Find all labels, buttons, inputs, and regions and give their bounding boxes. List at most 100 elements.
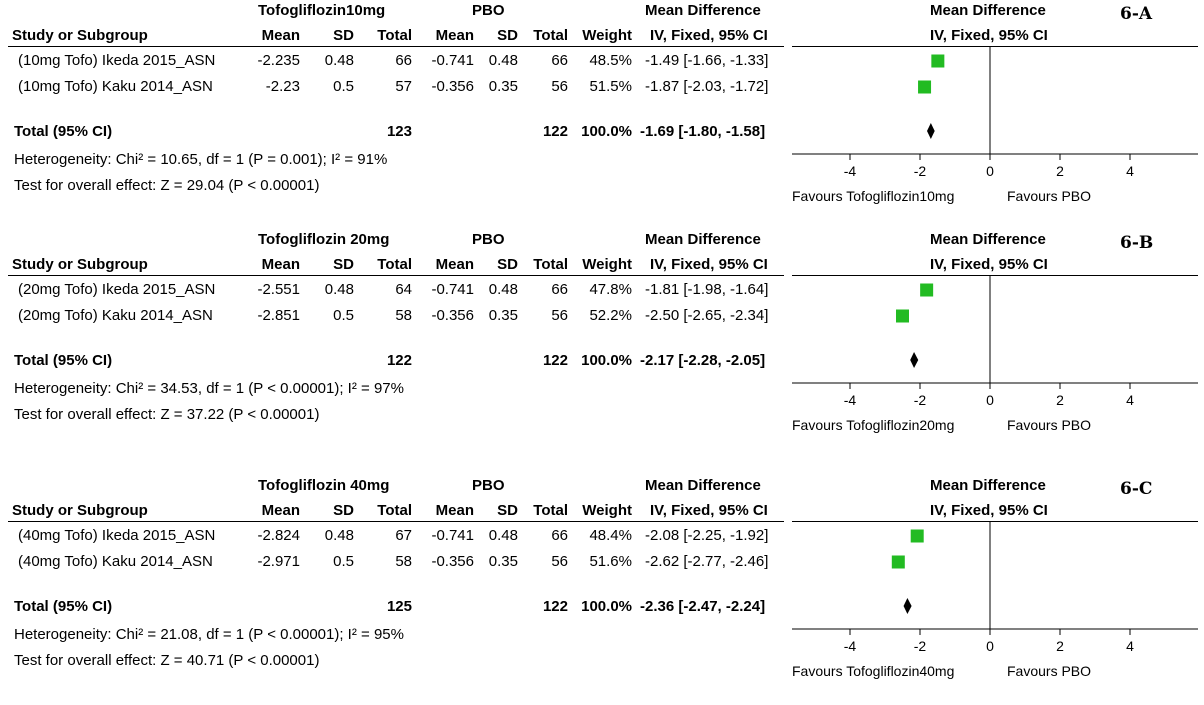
x-tick-label: 4	[1126, 392, 1134, 408]
study-sd1: 0.48	[324, 52, 354, 69]
study-total1: 64	[395, 281, 412, 298]
forest-panel: Tofogliflozin 20mg PBO Mean Difference M…	[0, 229, 1204, 459]
study-marker	[920, 283, 934, 297]
study-weight: 48.4%	[589, 527, 632, 544]
study-ci: -1.81 [-1.98, -1.64]	[645, 281, 769, 298]
overall-effect-text: Test for overall effect: Z = 29.04 (P < …	[14, 177, 320, 194]
forest-panel: Tofogliflozin10mg PBO Mean Difference Me…	[0, 0, 1204, 230]
x-tick-label: 0	[986, 392, 994, 408]
total-ci: -1.69 [-1.80, -1.58]	[640, 123, 766, 140]
study-mean2: -0.741	[431, 281, 474, 298]
forest-plot: -4 -2 0 2 4 Favours Tofogliflozin10mg Favours …	[792, 46, 1198, 204]
forest-plot: -4 -2 0 2 4 Favours Tofogliflozin40mg Favours …	[792, 521, 1198, 679]
col-mean1: Mean	[261, 256, 300, 273]
study-total1: 67	[395, 527, 412, 544]
study-sd1: 0.48	[324, 281, 354, 298]
plot-header-rule	[792, 521, 1198, 522]
study-sd1: 0.5	[333, 307, 354, 324]
forest-plot: -4 -2 0 2 4 Favours Tofogliflozin20mg Favours …	[792, 275, 1198, 433]
x-tick-label: 2	[1056, 392, 1064, 408]
study-mean1: -2.971	[257, 553, 300, 570]
x-tick-label: -4	[844, 163, 857, 179]
effect-header: Mean Difference	[645, 231, 761, 248]
study-weight: 48.5%	[589, 52, 632, 69]
plot-ci-header: IV, Fixed, 95% CI	[930, 256, 1048, 273]
total-n1: 123	[386, 123, 412, 140]
study-total2: 66	[551, 281, 568, 298]
group2-header: PBO	[472, 2, 505, 19]
study-mean1: -2.23	[265, 78, 300, 95]
study-total1: 66	[395, 52, 412, 69]
total-n1: 122	[386, 352, 412, 369]
total-weight: 100.0%	[581, 123, 632, 140]
x-tick-label: -4	[844, 392, 857, 408]
group1-header: Tofogliflozin 40mg	[258, 477, 390, 494]
col-sd1: SD	[333, 502, 354, 519]
favours-right-label: Favours PBO	[1007, 417, 1091, 433]
study-marker	[918, 80, 932, 94]
study-weight: 47.8%	[589, 281, 632, 298]
table-header-rule	[8, 46, 784, 47]
plot-header-rule	[792, 275, 1198, 276]
group1-header: Tofogliflozin 20mg	[258, 231, 390, 248]
panel-label: 6-A	[1120, 4, 1153, 24]
study-sd2: 0.48	[488, 52, 518, 69]
plot-header-rule	[792, 46, 1198, 47]
total-label: Total (95% CI)	[14, 123, 113, 140]
total-weight: 100.0%	[581, 598, 632, 615]
study-sd1: 0.48	[324, 527, 354, 544]
panel-label: 6-B	[1120, 233, 1154, 253]
study-marker	[931, 54, 945, 68]
pooled-diamond	[927, 123, 935, 139]
total-weight: 100.0%	[581, 352, 632, 369]
study-mean2: -0.356	[431, 78, 474, 95]
col-total2: Total	[533, 27, 568, 44]
study-marker	[891, 555, 905, 569]
col-weight: Weight	[582, 502, 632, 519]
plot-ci-header: IV, Fixed, 95% CI	[930, 502, 1048, 519]
favours-left-label: Favours Tofogliflozin40mg	[792, 663, 954, 679]
x-tick-label: -2	[914, 163, 927, 179]
study-mean2: -0.741	[431, 527, 474, 544]
study-mean2: -0.741	[431, 52, 474, 69]
study-weight: 51.5%	[589, 78, 632, 95]
plot-ci-header: IV, Fixed, 95% CI	[930, 27, 1048, 44]
study-ci: -1.87 [-2.03, -1.72]	[645, 78, 769, 95]
study-weight: 51.6%	[589, 553, 632, 570]
col-total2: Total	[533, 502, 568, 519]
total-n2: 122	[542, 352, 568, 369]
col-total2: Total	[533, 256, 568, 273]
col-mean2: Mean	[435, 27, 474, 44]
x-tick-label: 4	[1126, 638, 1134, 654]
study-marker	[896, 309, 909, 323]
forest-panel: Tofogliflozin 40mg PBO Mean Difference M…	[0, 475, 1204, 705]
study-total2: 66	[551, 52, 568, 69]
table-header-rule	[8, 521, 784, 522]
study-sd2: 0.48	[488, 281, 518, 298]
col-weight: Weight	[582, 27, 632, 44]
favours-left-label: Favours Tofogliflozin20mg	[792, 417, 954, 433]
x-tick-label: 2	[1056, 163, 1064, 179]
panel-label: 6-C	[1120, 479, 1153, 499]
study-mean1: -2.235	[257, 52, 300, 69]
col-total1: Total	[377, 27, 412, 44]
study-name: (10mg Tofo) Kaku 2014_ASN	[18, 78, 213, 95]
study-mean1: -2.824	[257, 527, 300, 544]
pooled-diamond	[910, 352, 919, 368]
heterogeneity-text: Heterogeneity: Chi² = 21.08, df = 1 (P <…	[14, 626, 404, 643]
study-total2: 66	[551, 527, 568, 544]
study-name: (20mg Tofo) Ikeda 2015_ASN	[18, 281, 216, 298]
total-n1: 125	[386, 598, 412, 615]
study-marker	[910, 529, 924, 543]
study-ci: -2.50 [-2.65, -2.34]	[645, 307, 769, 324]
col-sd2: SD	[497, 502, 518, 519]
favours-left-label: Favours Tofogliflozin10mg	[792, 188, 954, 204]
study-name: (20mg Tofo) Kaku 2014_ASN	[18, 307, 213, 324]
study-mean2: -0.356	[431, 553, 474, 570]
favours-right-label: Favours PBO	[1007, 188, 1091, 204]
col-study: Study or Subgroup	[12, 502, 148, 519]
col-sd2: SD	[497, 27, 518, 44]
col-ci: IV, Fixed, 95% CI	[650, 502, 768, 519]
table-header-rule	[8, 275, 784, 276]
study-mean1: -2.851	[257, 307, 300, 324]
